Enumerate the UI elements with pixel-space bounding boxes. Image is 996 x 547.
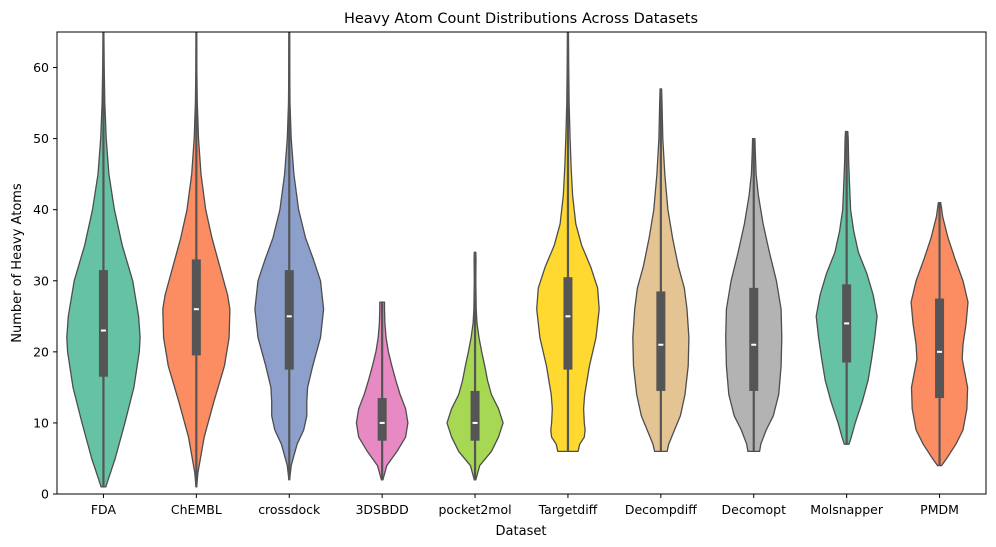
y-tick-label: 60 — [33, 60, 49, 75]
plot-area — [66, 32, 969, 488]
violin-3dsbdd — [355, 301, 409, 481]
y-tick-label: 0 — [41, 487, 49, 502]
plot-frame — [56, 31, 987, 495]
y-axis: 0 10 20 30 40 50 60 — [33, 60, 57, 502]
iqr-box — [656, 291, 666, 391]
violin-targetdiff — [536, 32, 600, 453]
iqr-box — [191, 259, 201, 356]
y-axis-label: Number of Heavy Atoms — [10, 183, 25, 343]
iqr-box — [563, 277, 573, 370]
x-tick-label: Targetdiff — [538, 502, 598, 517]
y-tick-label: 10 — [33, 415, 49, 430]
violin-fda — [66, 32, 141, 488]
violin-chembl — [162, 32, 231, 488]
iqr-box — [470, 390, 480, 441]
iqr-box — [377, 398, 387, 441]
violin-decomopt — [725, 137, 783, 453]
x-tick-label: Molsnapper — [810, 502, 884, 517]
violin-pmdm — [910, 201, 969, 467]
iqr-box — [935, 298, 945, 399]
iqr-box — [749, 287, 759, 391]
x-tick-label: Decompdiff — [625, 502, 697, 517]
x-tick-label: PMDM — [920, 502, 959, 517]
x-axis-label: Dataset — [496, 524, 547, 539]
iqr-box — [98, 270, 108, 377]
x-tick-label: 3DSBDD — [355, 502, 408, 517]
y-tick-label: 30 — [33, 273, 49, 288]
violin-molsnapper — [815, 130, 878, 445]
x-tick-label: crossdock — [258, 502, 321, 517]
chart-title: Heavy Atom Count Distributions Across Da… — [344, 11, 698, 27]
x-tick-label: FDA — [91, 502, 117, 517]
y-tick-label: 20 — [33, 344, 49, 359]
x-tick-label: Decomopt — [722, 502, 787, 517]
violin-pocket2mol — [446, 251, 504, 481]
x-axis: FDA ChEMBL crossdock 3DSBDD pocket2mol Target… — [91, 494, 959, 517]
iqr-box — [284, 270, 294, 370]
x-tick-label: ChEMBL — [171, 502, 222, 517]
y-tick-label: 50 — [33, 131, 49, 146]
violin-crossdock — [254, 32, 325, 481]
y-tick-label: 40 — [33, 202, 49, 217]
violin-decompdiff — [632, 88, 690, 453]
x-tick-label: pocket2mol — [439, 502, 512, 517]
